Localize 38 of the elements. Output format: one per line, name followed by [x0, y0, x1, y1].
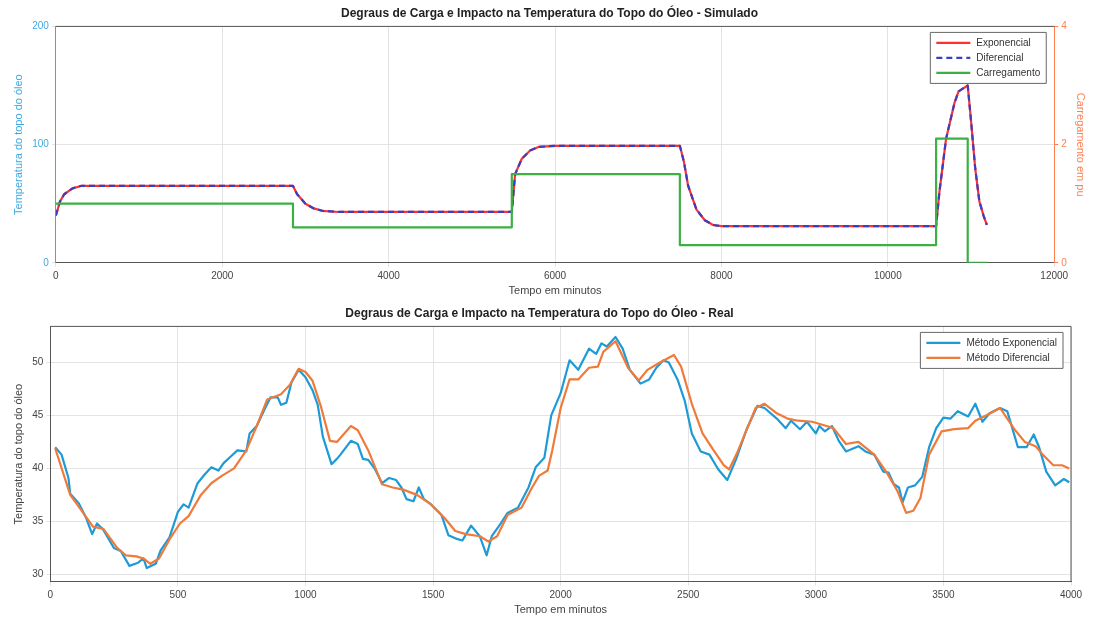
y-tick-label: 45: [32, 409, 44, 421]
y-tick-label: 30: [32, 568, 44, 580]
y-tick-label: 200: [32, 20, 50, 32]
y2-axis-title: Carregamento em pu: [1075, 92, 1088, 197]
x-tick-label: 2000: [549, 588, 573, 600]
x-axis-title: Tempo em minutos: [508, 284, 603, 297]
x-tick-label: 10000: [873, 269, 903, 281]
y-tick-label: 40: [32, 462, 44, 474]
x-tick-label: 2500: [677, 588, 700, 600]
legend-label: Diferencial: [976, 51, 1024, 63]
y-axis-title: Temperatura do topo do óleo: [11, 383, 24, 525]
x-tick-label: 8000: [710, 269, 734, 281]
x-tick-label: 12000: [1040, 269, 1069, 281]
y-tick-label: 0: [43, 256, 50, 268]
y2-tick-label: 4: [1061, 20, 1068, 32]
x-tick-label: 3000: [804, 588, 828, 600]
x-axis-title: Tempo em minutos: [514, 603, 608, 616]
x-tick-label: 1000: [294, 588, 318, 600]
x-tick-label: 0: [53, 269, 60, 281]
x-tick-label: 2000: [211, 269, 234, 281]
chart-title: Degraus de Carga e Impacto na Temperatura do Topo do Óleo - Simulado: [341, 4, 758, 20]
legend-label: Método Exponencial: [966, 336, 1058, 348]
y-tick-label: 100: [32, 138, 50, 150]
x-tick-label: 500: [169, 588, 187, 600]
y2-tick-label: 0: [1061, 256, 1068, 268]
y-tick-label: 50: [32, 356, 44, 368]
y-tick-label: 35: [32, 515, 44, 527]
chart-title: Degraus de Carga e Impacto na Temperatura do Topo do Óleo - Real: [345, 304, 734, 320]
x-tick-label: 1500: [421, 588, 445, 600]
y2-tick-label: 2: [1061, 138, 1068, 150]
x-tick-label: 4000: [1059, 588, 1083, 600]
x-tick-label: 3500: [932, 588, 955, 600]
x-tick-label: 6000: [543, 269, 567, 281]
y-axis-title: Temperatura do topo do óleo: [11, 74, 24, 215]
legend-label: Exponencial: [976, 36, 1031, 48]
legend-label: Método Diferencial: [966, 351, 1050, 363]
x-tick-label: 4000: [377, 269, 401, 281]
legend-label: Carregamento: [976, 66, 1041, 78]
